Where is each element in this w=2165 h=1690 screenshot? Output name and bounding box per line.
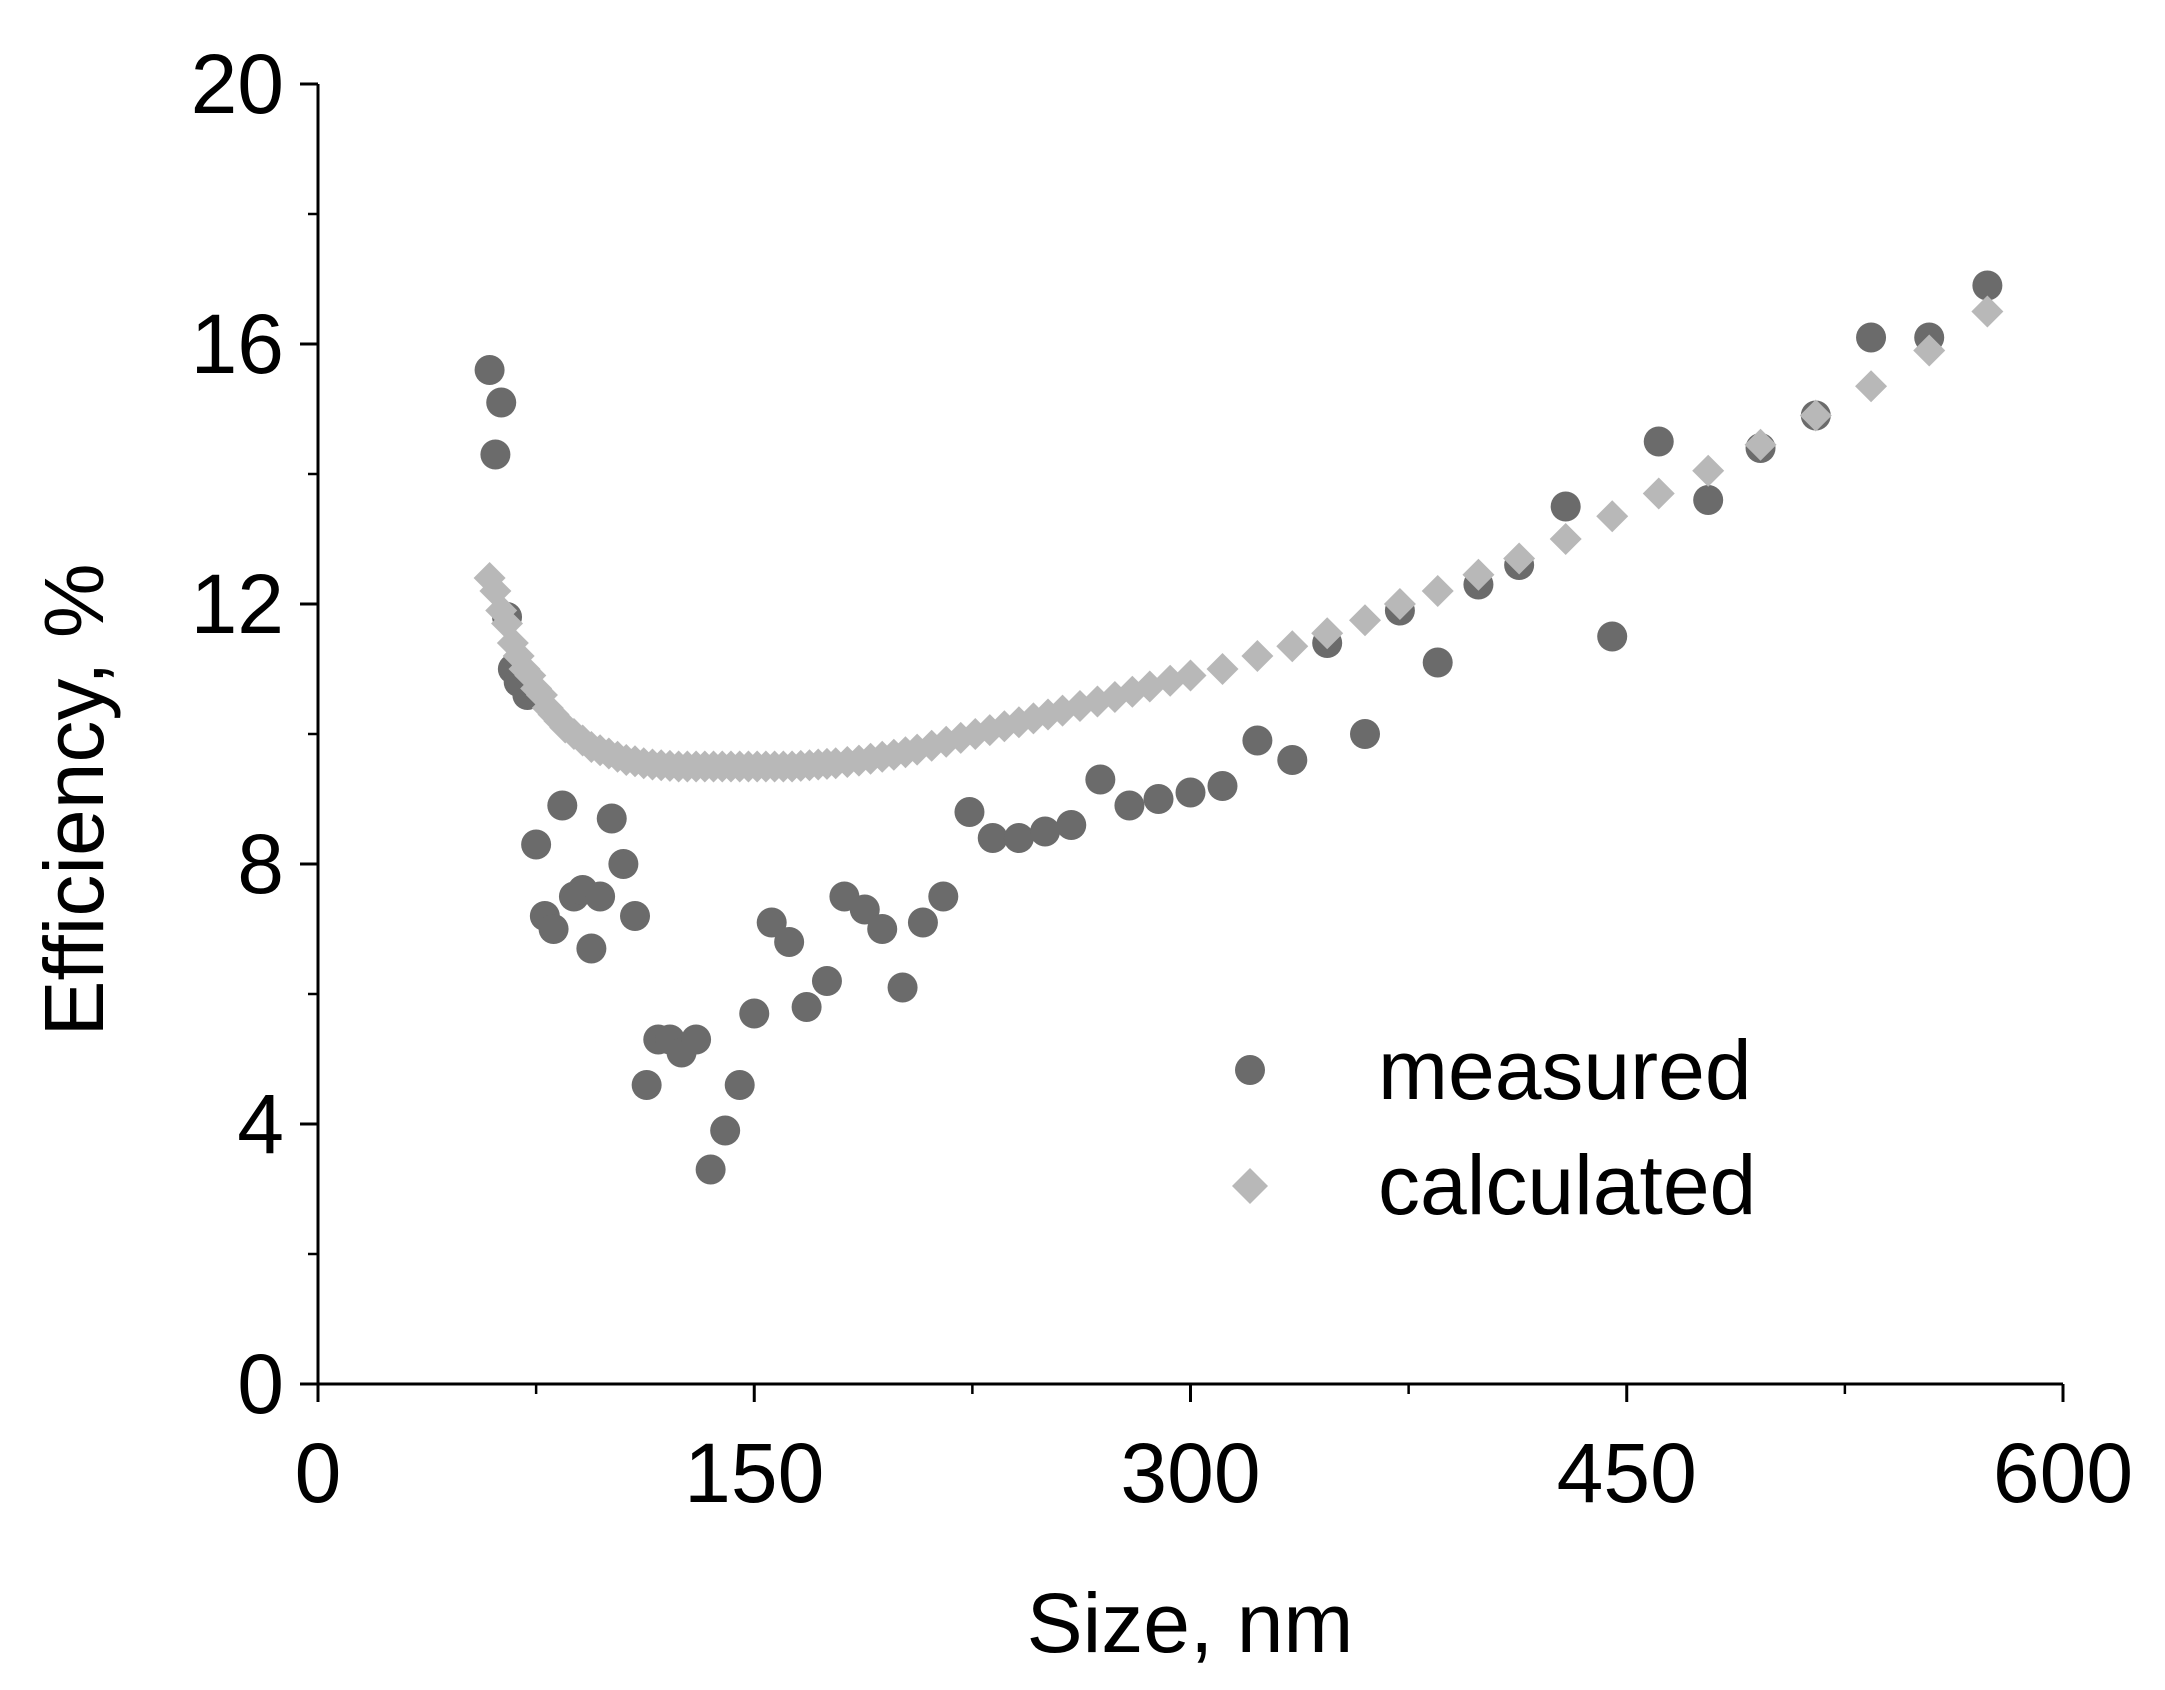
legend: measured calculated xyxy=(1232,1023,1756,1232)
measured-point xyxy=(538,914,569,944)
y-tick-label: 20 xyxy=(191,37,284,131)
calculated-point xyxy=(1462,558,1495,591)
measured-point xyxy=(486,387,517,418)
calculated-point xyxy=(1913,334,1946,367)
x-tick-labels: 0 150 300 450 600 xyxy=(295,1426,2133,1520)
calculated-point xyxy=(1206,653,1239,685)
calculated-point xyxy=(1596,500,1629,533)
calculated-point xyxy=(1349,604,1381,637)
calculated-point xyxy=(1311,617,1344,650)
measured-point xyxy=(1242,725,1273,756)
measured-point xyxy=(977,823,1008,853)
calculated-point xyxy=(1744,428,1777,461)
calculated-point xyxy=(1276,630,1309,663)
major-ticks xyxy=(300,82,2065,1402)
y-tick-label: 16 xyxy=(191,297,284,391)
measured-point xyxy=(1175,777,1206,808)
calculated-point xyxy=(1174,659,1207,692)
calculated-point xyxy=(1383,588,1416,620)
measured-point xyxy=(739,998,770,1029)
measured-point xyxy=(681,1024,712,1055)
calculated-point xyxy=(1241,640,1274,672)
y-tick-label: 12 xyxy=(191,557,284,651)
measured-point xyxy=(521,829,552,860)
y-tick-label: 0 xyxy=(237,1337,284,1431)
measured-point xyxy=(954,797,985,827)
legend-label-calculated: calculated xyxy=(1378,1138,1756,1232)
calculated-point xyxy=(1642,477,1675,510)
measured-point xyxy=(1207,771,1238,801)
x-tick-label: 300 xyxy=(1120,1426,1260,1520)
legend-label-measured: measured xyxy=(1378,1023,1752,1117)
measured-point xyxy=(474,355,505,385)
measured-point xyxy=(1003,823,1034,853)
measured-point xyxy=(849,894,880,925)
measured-point xyxy=(1350,719,1380,749)
measured-point xyxy=(576,933,607,964)
measured-point xyxy=(1056,810,1087,840)
measured-point xyxy=(867,914,898,944)
measured-point xyxy=(1143,784,1174,814)
measured-point xyxy=(620,901,651,931)
x-tick-label: 450 xyxy=(1557,1426,1697,1520)
measured-point xyxy=(1550,491,1581,522)
measured-point xyxy=(480,439,511,470)
calculated-point xyxy=(1799,399,1832,432)
series-calculated xyxy=(473,295,2004,783)
calculated-point xyxy=(1971,295,2004,328)
measured-point xyxy=(695,1154,726,1185)
measured-point xyxy=(1597,621,1628,652)
measured-point xyxy=(1422,647,1453,678)
measured-point xyxy=(887,972,918,1003)
x-tick-label: 600 xyxy=(1993,1426,2133,1520)
measured-point xyxy=(1277,745,1308,775)
y-tick-label: 8 xyxy=(237,817,284,911)
y-axis-title: Efficiency, % xyxy=(27,563,121,1036)
measured-point xyxy=(756,907,787,938)
x-tick-label: 0 xyxy=(295,1426,342,1520)
calculated-point xyxy=(1692,454,1725,487)
measured-point xyxy=(724,1070,755,1100)
y-tick-labels: 0 4 8 12 16 20 xyxy=(191,37,284,1431)
minor-ticks xyxy=(308,212,1847,1394)
x-axis-title: Size, nm xyxy=(1027,1576,1354,1670)
measured-point xyxy=(1114,790,1145,821)
measured-point xyxy=(547,790,578,821)
series-measured xyxy=(474,270,2003,1185)
measured-point xyxy=(596,803,627,834)
measured-point xyxy=(774,927,805,957)
x-tick-label: 150 xyxy=(684,1426,824,1520)
calculated-point xyxy=(491,607,524,640)
measured-point xyxy=(1643,426,1674,457)
measured-point xyxy=(608,849,639,879)
measured-point xyxy=(710,1115,741,1146)
measured-point xyxy=(1856,322,1887,353)
legend-marker-calculated xyxy=(1232,1168,1268,1204)
legend-marker-measured xyxy=(1235,1055,1265,1085)
calculated-point xyxy=(1855,370,1888,403)
calculated-point xyxy=(1549,523,1582,555)
calculated-point xyxy=(1421,575,1454,607)
measured-point xyxy=(631,1070,662,1100)
measured-point xyxy=(1030,816,1061,847)
measured-point xyxy=(791,992,822,1022)
measured-point xyxy=(928,881,959,912)
measured-point xyxy=(1693,485,1724,515)
measured-point xyxy=(907,907,938,938)
measured-point xyxy=(811,966,842,996)
measured-point xyxy=(1085,764,1116,795)
measured-point xyxy=(585,881,616,912)
y-tick-label: 4 xyxy=(237,1077,284,1171)
calculated-point xyxy=(1503,542,1536,575)
measured-point xyxy=(1972,270,2003,301)
